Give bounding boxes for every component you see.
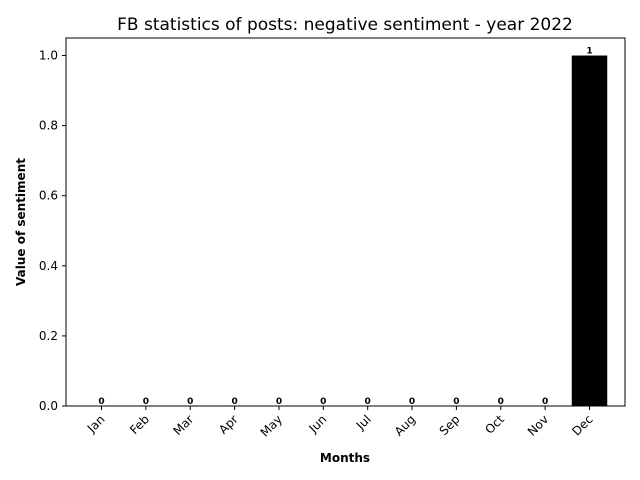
x-axis-label: Months (320, 451, 370, 465)
x-tick-label: Dec (569, 412, 595, 438)
x-tick-label: Jul (353, 412, 374, 433)
chart-title: FB statistics of posts: negative sentime… (117, 15, 573, 35)
x-tick-label: Apr (216, 412, 241, 437)
data-label: 0 (542, 397, 548, 407)
plot-area: 0.0 0.2 0.4 0.6 0.8 1.0 0 Jan 0 Feb 0 Mar 0 Apr 0 May 0 J… (39, 47, 608, 440)
y-tick-label: 0.8 (39, 119, 58, 133)
data-label: 0 (98, 397, 104, 407)
x-tick-label: Oct (482, 412, 507, 437)
x-tick-label: Mar (170, 412, 196, 438)
y-tick-label: 0.6 (39, 189, 58, 203)
y-tick-label: 0.2 (39, 329, 58, 343)
y-tick-label: 0.0 (39, 399, 58, 413)
data-label: 0 (453, 397, 459, 407)
x-tick-label: Jun (306, 412, 330, 436)
data-label: 0 (231, 397, 237, 407)
data-label: 0 (187, 397, 193, 407)
data-label: 1 (586, 47, 592, 57)
bar (571, 55, 608, 407)
data-label: 0 (365, 397, 371, 407)
data-label: 0 (143, 397, 149, 407)
data-label: 0 (498, 397, 504, 407)
x-tick-label: Nov (525, 412, 551, 438)
data-label: 0 (276, 397, 282, 407)
data-label: 0 (409, 397, 415, 407)
x-tick-label: Jan (84, 412, 108, 436)
x-tick-label: Aug (392, 412, 418, 438)
y-tick-label: 1.0 (39, 49, 58, 63)
x-tick-label: May (258, 412, 285, 439)
y-axis-label: Value of sentiment (14, 158, 28, 286)
axes-frame (65, 37, 626, 407)
x-tick-label: Feb (127, 412, 152, 437)
y-tick-label: 0.4 (39, 259, 58, 273)
data-label: 0 (320, 397, 326, 407)
x-tick-label: Sep (437, 412, 463, 438)
